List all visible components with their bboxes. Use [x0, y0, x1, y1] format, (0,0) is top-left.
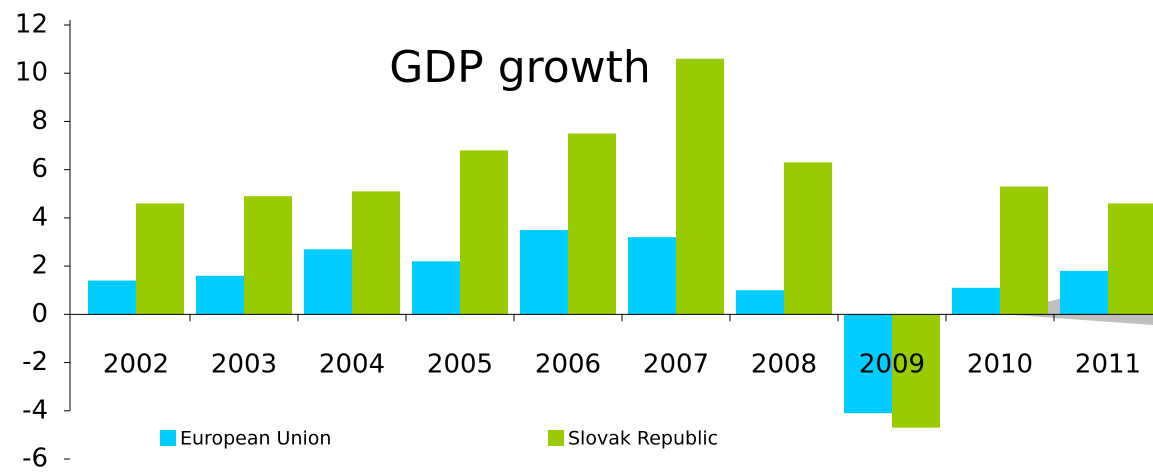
bar [844, 314, 892, 414]
bar [520, 229, 568, 315]
bar [568, 133, 616, 315]
bar [136, 203, 184, 315]
y-tick-label: 8 [31, 106, 48, 136]
bar [736, 290, 784, 315]
legend-swatch [160, 430, 176, 446]
y-tick-label: -2 [22, 347, 48, 377]
bar [460, 150, 508, 315]
bar [244, 196, 292, 315]
legend-label: European Union [180, 428, 331, 450]
bar [892, 314, 940, 428]
chart-title: GDP growth [389, 42, 651, 93]
y-tick-label: 0 [31, 299, 48, 329]
y-tick-label: 2 [31, 251, 48, 281]
y-tick-label: 10 [15, 58, 48, 88]
bar [784, 162, 832, 315]
x-tick-label: 2004 [319, 350, 385, 380]
x-tick-label: 2011 [1075, 350, 1141, 380]
x-tick-label: 2006 [535, 350, 601, 380]
bar [412, 261, 460, 315]
bar [304, 249, 352, 315]
bar [88, 280, 136, 315]
bar [628, 237, 676, 315]
bar [1108, 203, 1153, 315]
y-tick-label: -4 [22, 395, 48, 425]
bar [676, 58, 724, 315]
x-tick-label: 2010 [967, 350, 1033, 380]
x-tick-label: 2003 [211, 350, 277, 380]
bar [352, 191, 400, 315]
bar [196, 275, 244, 315]
y-tick-label: 6 [31, 154, 48, 184]
bar [1060, 270, 1108, 315]
x-tick-label: 2009 [859, 350, 925, 380]
bar [952, 287, 1000, 315]
y-tick-label: 4 [31, 202, 48, 232]
x-tick-label: 2007 [643, 350, 709, 380]
bar [1000, 186, 1048, 315]
legend-swatch [548, 430, 564, 446]
x-tick-label: 2002 [103, 350, 169, 380]
legend-label: Slovak Republic [568, 428, 718, 450]
x-tick-label: 2008 [751, 350, 817, 380]
y-tick-label: 12 [15, 10, 48, 40]
x-tick-label: 2005 [427, 350, 493, 380]
y-tick-label: -6 [22, 444, 48, 472]
